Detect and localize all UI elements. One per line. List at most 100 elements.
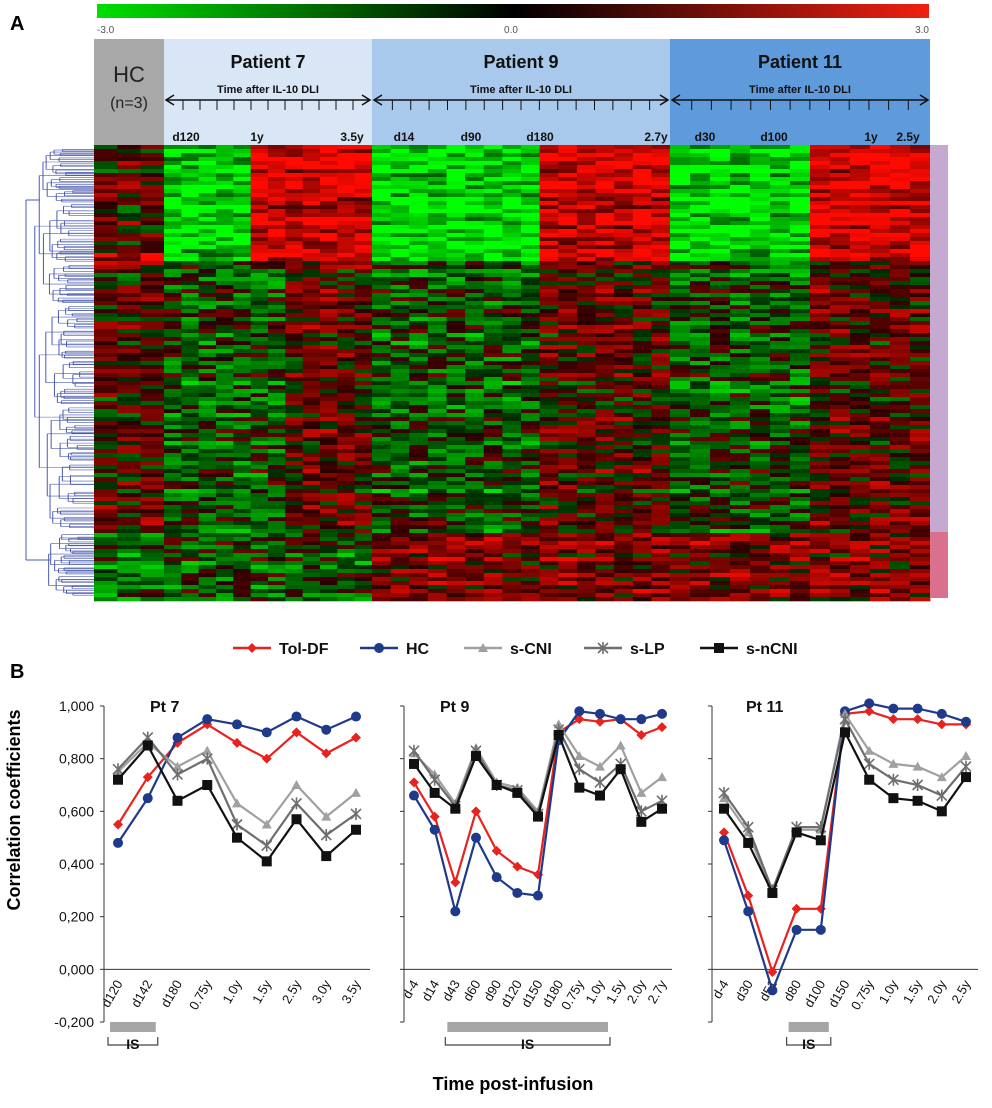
heatmap-cell bbox=[427, 401, 447, 406]
heatmap-cell bbox=[502, 421, 522, 426]
heatmap-cell bbox=[890, 341, 911, 346]
heatmap-cell bbox=[710, 157, 731, 162]
heatmap-cell bbox=[521, 541, 541, 546]
heatmap-cell bbox=[910, 553, 931, 558]
heatmap-cell bbox=[198, 553, 217, 558]
heatmap-cell bbox=[870, 297, 891, 302]
heatmap-cell bbox=[446, 501, 466, 506]
heatmap-cell bbox=[870, 261, 891, 266]
heatmap-cell bbox=[576, 193, 596, 198]
heatmap-cell bbox=[614, 317, 634, 322]
heatmap-cell bbox=[267, 497, 286, 502]
heatmap-cell bbox=[94, 265, 118, 270]
heatmap-cell bbox=[215, 581, 234, 586]
heatmap-cell bbox=[810, 185, 831, 190]
heatmap-cell bbox=[614, 349, 634, 354]
heatmap-cell bbox=[576, 389, 596, 394]
heatmap-cell bbox=[117, 181, 141, 186]
heatmap-cell bbox=[850, 321, 871, 326]
heatmap-cell bbox=[302, 281, 321, 286]
heatmap-cell bbox=[830, 517, 851, 522]
heatmap-cell bbox=[285, 241, 304, 246]
heatmap-cell bbox=[250, 209, 269, 214]
heatmap-cell bbox=[285, 445, 304, 450]
heatmap-cell bbox=[390, 169, 410, 174]
heatmap-cell bbox=[250, 309, 269, 314]
heatmap-cell bbox=[164, 149, 182, 154]
heatmap-cell bbox=[850, 205, 871, 210]
heatmap-cell bbox=[94, 373, 118, 378]
heatmap-cell bbox=[539, 309, 559, 314]
heatmap-cell bbox=[483, 293, 503, 298]
heatmap-cell bbox=[164, 237, 182, 242]
heatmap-cell bbox=[285, 441, 304, 446]
heatmap-cell bbox=[830, 457, 851, 462]
heatmap-cell bbox=[539, 225, 559, 230]
heatmap-cell bbox=[890, 237, 911, 242]
heatmap-cell bbox=[354, 261, 373, 266]
heatmap-cell bbox=[140, 233, 165, 238]
heatmap-cell bbox=[810, 537, 831, 542]
heatmap-cell bbox=[558, 197, 578, 202]
heatmap-cell bbox=[595, 201, 615, 206]
heatmap-cell bbox=[576, 165, 596, 170]
heatmap-cell bbox=[632, 165, 652, 170]
heatmap-cell bbox=[670, 461, 691, 466]
heatmap-cell bbox=[117, 445, 141, 450]
heatmap-cell bbox=[409, 529, 429, 534]
heatmap-cell bbox=[910, 433, 931, 438]
heatmap-cell bbox=[730, 445, 751, 450]
heatmap-cell bbox=[117, 573, 141, 578]
heatmap-cell bbox=[465, 585, 485, 590]
heatmap-cell bbox=[890, 505, 911, 510]
heatmap-cell bbox=[576, 297, 596, 302]
heatmap-cell bbox=[810, 245, 831, 250]
heatmap-cell bbox=[483, 441, 503, 446]
heatmap-cell bbox=[215, 301, 234, 306]
heatmap-cell bbox=[372, 457, 392, 462]
heatmap-cell bbox=[233, 413, 252, 418]
heatmap-cell bbox=[770, 189, 791, 194]
heatmap-cell bbox=[690, 229, 711, 234]
heatmap-cell bbox=[390, 481, 410, 486]
heatmap-cell bbox=[850, 229, 871, 234]
heatmap-cell bbox=[502, 425, 522, 430]
heatmap-cell bbox=[710, 393, 731, 398]
heatmap-cell bbox=[770, 577, 791, 582]
heatmap-cell bbox=[730, 213, 751, 218]
heatmap-cell bbox=[810, 281, 831, 286]
heatmap-cell bbox=[94, 493, 118, 498]
heatmap-cell bbox=[94, 297, 118, 302]
heatmap-cell bbox=[215, 193, 234, 198]
heatmap-cell bbox=[521, 229, 541, 234]
heatmap-cell bbox=[117, 453, 141, 458]
heatmap-cell bbox=[250, 441, 269, 446]
heatmap-cell bbox=[910, 457, 931, 462]
heatmap-cell bbox=[870, 585, 891, 590]
heatmap-cell bbox=[670, 473, 691, 478]
time-axis-arrow-right bbox=[919, 94, 930, 106]
heatmap-cell bbox=[117, 429, 141, 434]
heatmap-cell bbox=[140, 517, 165, 522]
heatmap-cell bbox=[651, 289, 671, 294]
heatmap-cell bbox=[117, 433, 141, 438]
heatmap-cell bbox=[390, 193, 410, 198]
heatmap-cell bbox=[850, 537, 871, 542]
heatmap-cell bbox=[690, 245, 711, 250]
heatmap-cell bbox=[850, 269, 871, 274]
heatmap-cell bbox=[790, 485, 811, 490]
heatmap-cell bbox=[890, 493, 911, 498]
heatmap-cell bbox=[427, 157, 447, 162]
heatmap-cell bbox=[690, 541, 711, 546]
heatmap-cell bbox=[233, 373, 252, 378]
heatmap-cell bbox=[215, 493, 234, 498]
heatmap-cell bbox=[285, 325, 304, 330]
heatmap-cell bbox=[302, 225, 321, 230]
heatmap-cell bbox=[890, 193, 911, 198]
heatmap-cell bbox=[198, 517, 217, 522]
heatmap-cell bbox=[576, 161, 596, 166]
heatmap-cell bbox=[465, 545, 485, 550]
heatmap-cell bbox=[870, 361, 891, 366]
heatmap-cell bbox=[850, 529, 871, 534]
heatmap-cell bbox=[233, 389, 252, 394]
